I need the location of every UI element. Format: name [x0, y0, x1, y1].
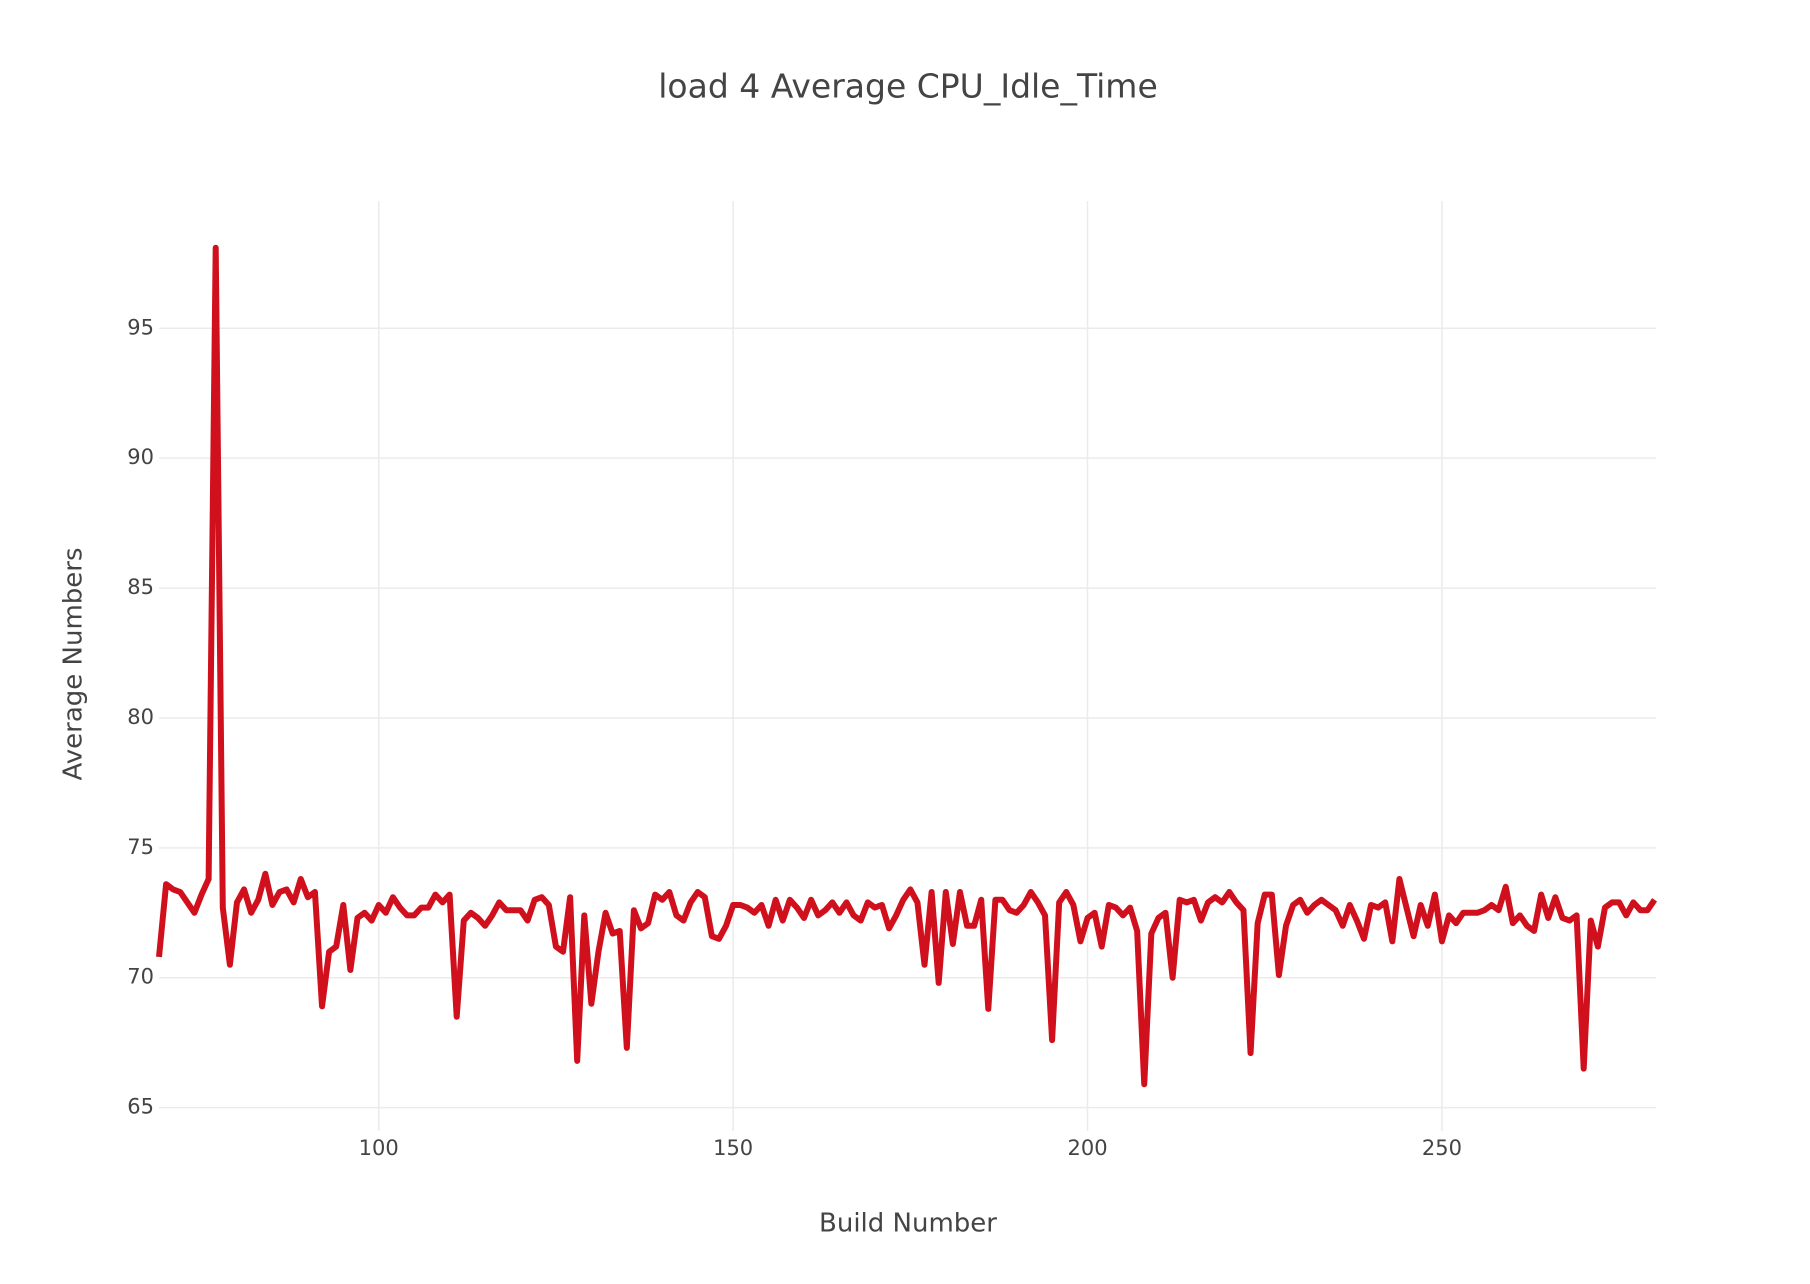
x-axis-title: Build Number: [819, 1209, 997, 1239]
data-line: [156, 244, 1658, 1088]
y-tick-label: 75: [127, 835, 154, 859]
y-tick-label: 95: [127, 315, 154, 339]
y-tick-label: 65: [127, 1095, 154, 1119]
x-tick-label: 100: [359, 1136, 399, 1160]
y-tick-label: 80: [127, 705, 154, 729]
x-tick-label: 250: [1422, 1136, 1462, 1160]
x-tick-label: 150: [713, 1136, 753, 1160]
y-tick-label: 70: [127, 965, 154, 989]
y-tick-label: 85: [127, 575, 154, 599]
x-tick-label: 200: [1067, 1136, 1107, 1160]
chart-title: load 4 Average CPU_Idle_Time: [658, 67, 1158, 106]
y-tick-label: 90: [127, 445, 154, 469]
y-axis-title: Average Numbers: [59, 547, 89, 780]
